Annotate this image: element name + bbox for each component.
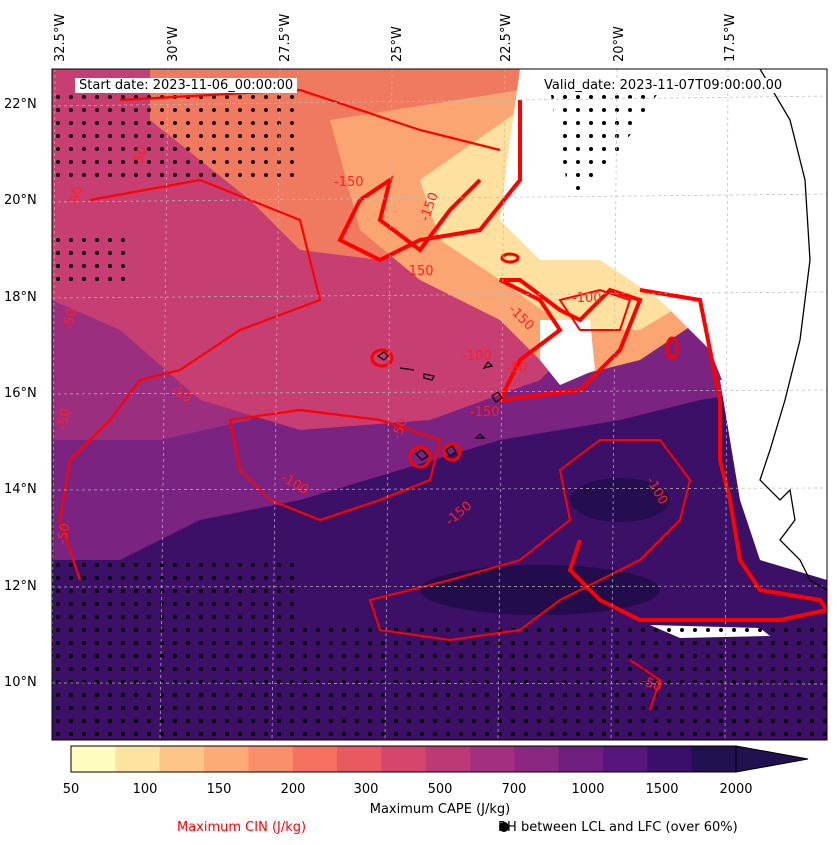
contour-label: -100 (572, 291, 602, 306)
cin-legend-label: Maximum CIN (J/kg) (177, 820, 307, 835)
cape-core-south (420, 565, 660, 615)
cape-core-east (570, 478, 670, 522)
cin-contours (58, 88, 827, 711)
contour-label: -100 (462, 349, 492, 364)
colorbar-tick: 50 (62, 782, 80, 797)
contour-label: -50 (61, 307, 79, 331)
start-date-label: Start date: 2023-11-06_00:00:00 (75, 78, 298, 93)
colorbar-segment (514, 746, 560, 772)
rh-stipple-south (52, 620, 827, 740)
colorbar-tick: 700 (501, 782, 527, 797)
cin-contour-central (228, 408, 442, 522)
colorbar-segment (691, 746, 737, 772)
lon-label: 17.5°W (723, 13, 738, 62)
cin-contour-spot-2 (500, 252, 520, 264)
cin-contour-thick-center (496, 278, 643, 403)
colorbar-segment (159, 746, 205, 772)
colorbar-segment (381, 746, 427, 772)
colorbar-segment (115, 746, 161, 772)
contour-label: -150 (470, 405, 500, 420)
contour-label: -150 (334, 175, 364, 190)
cin-contour-south (368, 439, 692, 642)
contour-label: -50 (55, 522, 73, 546)
africa-coastline (759, 69, 827, 591)
colorbar-segment (603, 746, 648, 772)
colorbar-segment (470, 746, 515, 772)
colorbar-segment (204, 746, 249, 772)
colorbar-segment (558, 746, 604, 772)
colorbar-tick: 1000 (571, 782, 605, 797)
map-area: -50 -50 -50 -50 -150 -150 -150 -150 -100… (52, 69, 827, 740)
lat-label: 10°N (4, 675, 37, 690)
cin-contour-west (58, 88, 501, 581)
rh-legend-label: RH between LCL and LFC (over 60%) (498, 820, 738, 835)
rh-stipple-nw (52, 90, 300, 180)
lat-label: 14°N (4, 482, 37, 497)
lat-label: 20°N (4, 193, 37, 208)
map-border (51, 68, 828, 741)
colorbar-tick: 1500 (645, 782, 679, 797)
lon-label: 30°W (166, 26, 181, 62)
contour-label: -50 (390, 416, 411, 441)
contour-label: -50 (506, 361, 527, 376)
valid-date-label: Valid_date: 2023-11-07T09:00:00.00 (540, 78, 787, 93)
cin-contour-thick-north (337, 100, 522, 263)
cin-contour-thick-coast (567, 288, 827, 622)
colorbar-label: Maximum CAPE (J/kg) (369, 802, 511, 817)
contour-label: -50 (130, 144, 151, 169)
colorbar-tick: 150 (206, 782, 232, 797)
colorbar-tick: 500 (427, 782, 453, 797)
colorbar-tick: 2000 (719, 782, 753, 797)
lon-label: 22.5°W (499, 13, 514, 62)
lat-label: 16°N (4, 386, 37, 401)
lat-label: 22°N (4, 97, 37, 112)
cin-contour-island-2 (408, 445, 432, 469)
colorbar-extend-arrow (735, 745, 809, 773)
colorbar-segment (337, 746, 382, 772)
contour-label: -50 (639, 674, 664, 695)
lon-label: 27.5°W (278, 13, 293, 62)
contour-label: -150 (404, 264, 434, 279)
contour-label: -50 (55, 407, 73, 431)
colorbar (71, 746, 737, 772)
lon-label: 32.5°W (53, 13, 68, 62)
cape-verde-islands (376, 351, 503, 461)
colorbar-segment (647, 746, 693, 772)
colorbar-segment (425, 746, 471, 772)
colorbar-tick: 300 (353, 782, 379, 797)
colorbar-tick: 200 (280, 782, 306, 797)
cin-contour-island-1 (370, 348, 394, 368)
rh-stipple-ne (550, 90, 660, 200)
colorbar-segment (71, 746, 116, 772)
lat-label: 18°N (4, 290, 37, 305)
cin-contour-spot (665, 336, 679, 360)
contour-label: -50 (67, 185, 85, 209)
rh-stipple-w (52, 230, 130, 290)
colorbar-segment (292, 746, 338, 772)
cin-contour-island-3 (442, 442, 462, 462)
lat-label: 12°N (4, 579, 37, 594)
lon-label: 20°W (612, 26, 627, 62)
colorbar-tick: 100 (132, 782, 158, 797)
cin-contour-southern-tail (629, 659, 662, 711)
lon-label: 25°W (390, 26, 405, 62)
no-cape-coast (720, 380, 827, 580)
colorbar-segment (248, 746, 294, 772)
cin-contour-ring (558, 288, 632, 331)
